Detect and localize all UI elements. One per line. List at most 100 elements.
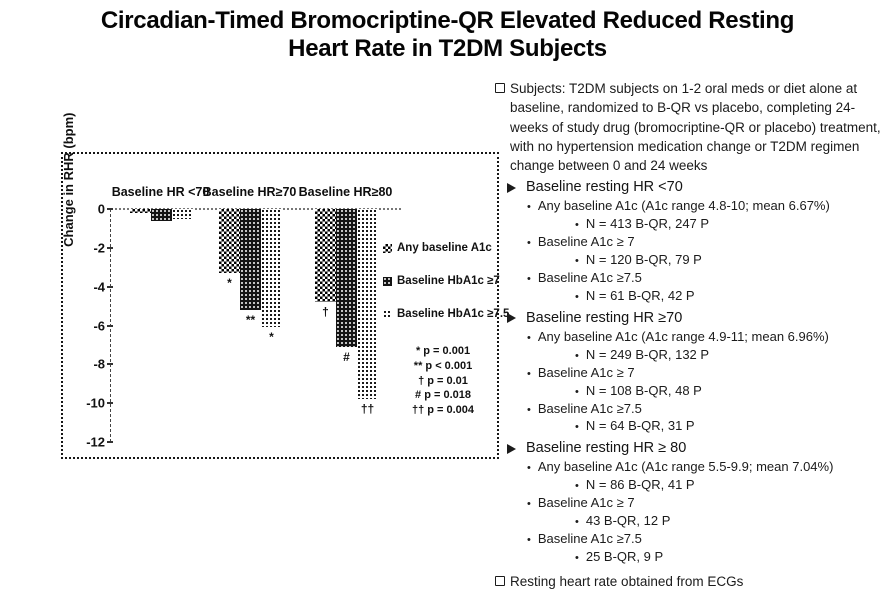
list-subitem: • N = 413 B-QR, 247 P: [495, 216, 891, 234]
list-subitem: • N = 120 B-QR, 79 P: [495, 252, 891, 270]
arrow-bullet-icon: [507, 182, 516, 193]
dot-bullet-icon: •: [575, 219, 579, 232]
significance-marker: ††: [360, 402, 375, 417]
dot-bullet-icon: •: [575, 516, 579, 529]
significance-marker: **: [245, 312, 256, 327]
ecg-note: Resting heart rate obtained from ECGs: [495, 572, 891, 591]
ecg-note-text: Resting heart rate obtained from ECGs: [510, 573, 744, 589]
list-item: • Baseline A1c ≥7.5: [495, 531, 891, 549]
list-subitem-label: N = 64 B-QR, 31 P: [585, 418, 695, 434]
subjects-note: Subjects: T2DM subjects on 1-2 oral meds…: [495, 79, 891, 175]
dot-bullet-icon: •: [575, 551, 579, 564]
list-item: • Baseline A1c ≥ 7: [495, 365, 891, 383]
list-subitem: • N = 108 B-QR, 48 P: [495, 383, 891, 401]
chart-legend: Any baseline A1c Baseline HbA1c ≥7 Baselin…: [383, 242, 509, 341]
section-header-label: Baseline resting HR ≥70: [526, 309, 683, 326]
list-subitem: • 43 B-QR, 12 P: [495, 513, 891, 531]
list-subitem-label: N = 108 B-QR, 48 P: [585, 382, 702, 398]
bar-chart: Change in RHR (bpm) Baseline HR <70 Basel…: [61, 113, 509, 459]
legend-item: Any baseline A1c: [383, 242, 501, 254]
plot-area: * † ** # * ††: [107, 208, 402, 444]
section-header: Baseline resting HR <70: [507, 178, 891, 197]
section-header-label: Baseline resting HR <70: [526, 179, 683, 196]
y-tick-mark: [107, 402, 113, 405]
y-tick-label: -10: [86, 395, 105, 411]
list-item-label: Baseline A1c ≥7.5: [537, 270, 642, 286]
checkbox-bullet-icon: [495, 575, 505, 586]
slide-title-line2: Heart Rate in T2DM Subjects: [288, 35, 607, 62]
list-item-label: Baseline A1c ≥ 7: [537, 495, 635, 511]
x-group-label: Baseline HR≥80: [298, 185, 393, 199]
list-subitem: • N = 249 B-QR, 132 P: [495, 347, 891, 365]
list-subitem: • N = 86 B-QR, 41 P: [495, 477, 891, 495]
p-value-line: ** p < 0.001: [413, 359, 473, 372]
y-axis-label: Change in RHR (bpm): [61, 112, 76, 247]
dot-bullet-icon: •: [527, 403, 531, 416]
list-subitem-label: N = 86 B-QR, 41 P: [585, 477, 695, 493]
bar: [151, 209, 172, 221]
y-tick-label: -4: [93, 279, 105, 295]
significance-marker: †: [322, 305, 329, 320]
y-tick-mark: [107, 441, 113, 444]
legend-item-label: Any baseline A1c: [397, 242, 492, 254]
bar: [219, 209, 240, 274]
legend-item: Baseline HbA1c ≥7.5: [383, 308, 509, 320]
dot-bullet-icon: •: [527, 331, 531, 344]
dot-bullet-icon: •: [527, 201, 531, 214]
list-item-label: Baseline A1c ≥7.5: [537, 530, 642, 546]
slide-title-line1: Circadian-Timed Bromocriptine-QR Elevate…: [100, 7, 795, 34]
list-subitem: • N = 64 B-QR, 31 P: [495, 418, 891, 436]
legend-item-label: Baseline HbA1c ≥7: [397, 275, 500, 287]
list-subitem-label: 43 B-QR, 12 P: [585, 513, 671, 529]
y-tick-mark: [107, 246, 113, 249]
list-item-label: Baseline A1c ≥7.5: [537, 400, 642, 416]
dot-bullet-icon: •: [575, 255, 579, 268]
notes-column: Subjects: T2DM subjects on 1-2 oral meds…: [495, 79, 891, 591]
dot-bullet-icon: •: [575, 421, 579, 434]
dot-bullet-icon: •: [527, 462, 531, 475]
list-item-label: Baseline A1c ≥ 7: [537, 364, 635, 380]
list-subitem: • 25 B-QR, 9 P: [495, 549, 891, 567]
arrow-bullet-icon: [507, 313, 516, 324]
p-value-line: †† p = 0.004: [411, 404, 475, 417]
bar: [336, 209, 357, 347]
list-subitem: • N = 61 B-QR, 42 P: [495, 288, 891, 306]
hr-sections: Baseline resting HR <70 • Any baseline A1c…: [495, 178, 891, 566]
legend-swatch-icon: [383, 276, 392, 286]
subjects-note-text: Subjects: T2DM subjects on 1-2 oral meds…: [510, 81, 881, 174]
y-tick-mark: [107, 324, 113, 327]
dot-bullet-icon: •: [575, 480, 579, 493]
bar: [315, 209, 336, 303]
y-tick-label: 0: [97, 201, 105, 217]
dot-bullet-icon: •: [527, 273, 531, 286]
y-tick-mark: [107, 285, 113, 288]
p-value-line: # p = 0.018: [415, 389, 471, 402]
list-subitem-label: N = 249 B-QR, 132 P: [585, 346, 710, 362]
list-item: • Baseline A1c ≥7.5: [495, 401, 891, 419]
list-subitem-label: N = 120 B-QR, 79 P: [585, 252, 702, 268]
list-item: • Baseline A1c ≥ 7: [495, 234, 891, 252]
x-group-label: Baseline HR≥70: [202, 185, 297, 199]
list-item-label: Any baseline A1c (A1c range 4.8-10; mean…: [537, 198, 830, 214]
dot-bullet-icon: •: [527, 237, 531, 250]
list-item: • Any baseline A1c (A1c range 5.5-9.9; me…: [495, 459, 891, 477]
dot-bullet-icon: •: [527, 533, 531, 546]
list-item-label: Any baseline A1c (A1c range 5.5-9.9; mea…: [537, 459, 834, 475]
dot-bullet-icon: •: [575, 349, 579, 362]
section-header: Baseline resting HR ≥70: [507, 309, 891, 328]
significance-marker: #: [343, 349, 350, 364]
list-subitem-label: N = 61 B-QR, 42 P: [585, 288, 695, 304]
list-item: • Any baseline A1c (A1c range 4.8-10; mea…: [495, 198, 891, 216]
bar: [357, 209, 378, 400]
list-item: • Baseline A1c ≥ 7: [495, 495, 891, 513]
bar: [172, 209, 193, 219]
slide-title: Circadian-Timed Bromocriptine-QR Elevate…: [0, 7, 895, 63]
x-group-labels: Baseline HR <70 Baseline HR≥70 Baseline HR…: [110, 185, 402, 201]
y-tick-mark: [107, 208, 113, 210]
y-tick-label: -12: [86, 434, 105, 450]
list-item-label: Any baseline A1c (A1c range 4.9-11; mean…: [537, 328, 829, 344]
section-header: Baseline resting HR ≥ 80: [507, 439, 891, 458]
bar: [240, 209, 261, 310]
y-tick-label: -8: [93, 356, 105, 372]
bar: [261, 209, 282, 328]
